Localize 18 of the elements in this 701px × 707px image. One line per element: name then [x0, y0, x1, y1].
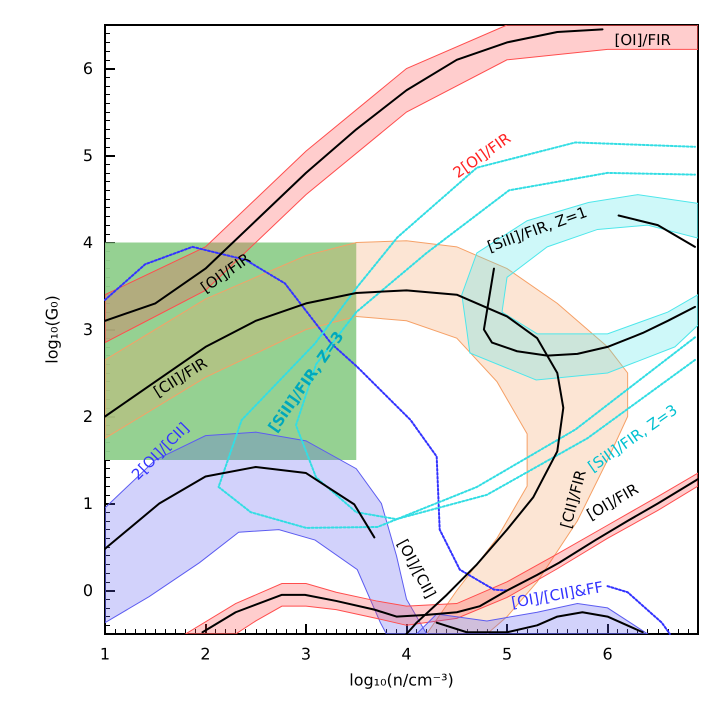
x-tick-label: 6	[602, 644, 613, 664]
y-tick-label: 6	[82, 59, 93, 78]
x-tick-label: 3	[300, 644, 312, 664]
y-tick-label: 0	[82, 581, 93, 600]
y-tick-label: 1	[82, 494, 93, 513]
x-tick-label: 2	[200, 644, 211, 664]
y-tick-label: 2	[82, 407, 93, 426]
x-tick-label: 4	[401, 644, 412, 664]
y-tick-label: 5	[82, 146, 93, 165]
y-tick-label: 3	[82, 320, 93, 339]
x-axis-title: log₁₀(n/cm⁻³)	[349, 670, 454, 690]
annotation: [OI]/FIR	[614, 30, 671, 49]
line-series	[436, 611, 644, 634]
y-axis-title: log₁₀(G₀)	[42, 295, 62, 364]
line-series	[104, 28, 604, 322]
x-tick-label: 1	[100, 644, 110, 664]
y-tick-label: 4	[82, 233, 93, 252]
x-tick-label: 5	[502, 644, 512, 664]
